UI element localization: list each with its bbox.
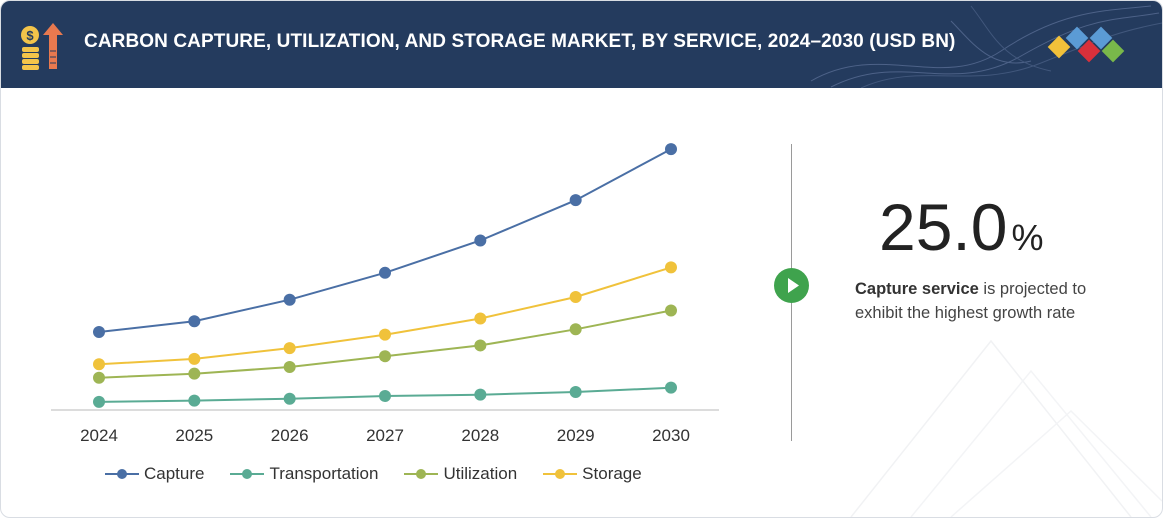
data-point-storage [93,358,105,371]
x-tick-label: 2030 [652,426,690,445]
data-point-transportation [569,385,582,398]
cagr-unit: % [1011,217,1044,258]
data-point-storage [569,291,582,304]
x-tick-label: 2026 [271,426,309,445]
legend-label: Utilization [443,464,518,483]
growth-description-bold: Capture service [855,280,979,298]
header-wave-decoration [810,5,1162,88]
data-point-capture [474,234,487,247]
line-chart: 2024 2025 2026 2027 2028 2029 2030 [51,143,719,445]
data-point-utilization [665,304,677,317]
legend-item-capture: Capture [105,464,204,484]
legend-item-utilization: Utilization [404,464,517,484]
x-tick-label: 2025 [175,426,213,445]
data-point-transportation [474,388,487,401]
data-point-capture [569,194,582,207]
series-line-storage [98,266,672,366]
header-banner: $ CARBON CAPTURE, UTILIZATION, AND STORA… [1,1,1162,88]
series-line-capture [98,148,672,333]
chart-legend: Capture Transportation Utilization Storage [105,463,668,485]
x-tick-label: 2024 [80,426,118,445]
data-point-storage [188,352,201,365]
data-point-capture [188,315,201,328]
legend-item-storage: Storage [543,464,642,484]
svg-text:$: $ [26,28,34,43]
background-decoration [850,339,1162,517]
data-point-transportation [379,390,391,403]
legend-swatch [230,468,265,480]
data-point-capture [379,266,391,279]
series-line-utilization [98,309,672,379]
data-point-utilization [93,371,105,384]
x-tick-label: 2027 [366,426,404,445]
data-point-storage [665,261,677,274]
legend-swatch [404,468,439,480]
cagr-value: 25.0 [879,190,1008,264]
data-point-transportation [188,394,201,407]
data-point-transportation [283,392,296,405]
data-point-utilization [283,360,296,373]
x-tick-label: 2028 [461,426,499,445]
legend-swatch [543,468,578,480]
data-point-storage [283,342,296,355]
chart-title: CARBON CAPTURE, UTILIZATION, AND STORAGE… [84,31,956,52]
legend-label: Transportation [269,464,379,483]
data-point-utilization [474,339,487,352]
legend-label: Capture [144,464,205,483]
play-icon [788,278,799,293]
legend-item-transportation: Transportation [230,464,378,484]
growth-stat: 25.0% [879,191,1043,263]
data-point-storage [474,312,487,325]
data-point-utilization [188,367,201,380]
data-point-capture [93,325,105,338]
data-point-capture [283,293,296,306]
growth-description: Capture service is projected to exhibit … [855,277,1135,325]
data-point-transportation [665,381,677,394]
data-point-storage [379,328,391,341]
data-point-capture [665,143,677,156]
money-growth-icon: $ [21,23,63,70]
x-tick-label: 2029 [557,426,595,445]
legend-swatch [105,468,139,480]
legend-label: Storage [582,464,642,483]
data-point-utilization [379,350,391,363]
play-button[interactable] [774,268,809,303]
data-point-utilization [569,323,582,336]
growth-description-rest: is projected to exhibit the highest grow… [855,280,1087,322]
data-point-transportation [93,395,105,408]
colored-diamonds-logo [1047,26,1125,63]
